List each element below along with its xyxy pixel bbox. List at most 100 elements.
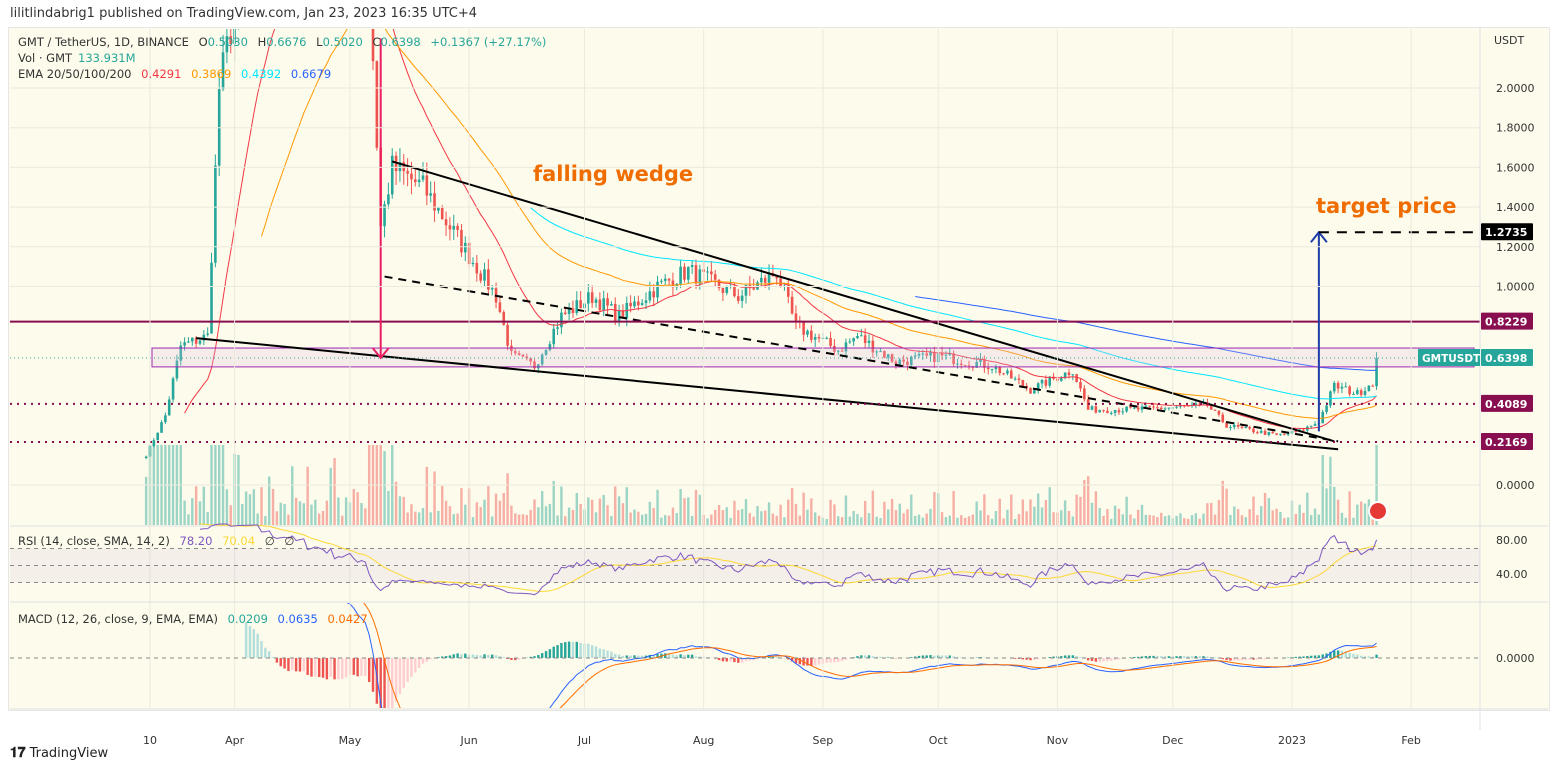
volume-bar <box>514 513 517 525</box>
volume-bar <box>1175 515 1178 525</box>
macd-histogram-bar <box>598 648 602 658</box>
candle-body <box>202 334 206 341</box>
volume-bar <box>975 501 978 525</box>
volume-bar <box>333 458 336 525</box>
us-flag-icon <box>1368 501 1388 521</box>
wedge-upper-line <box>391 160 1335 443</box>
candle-body <box>1286 433 1290 435</box>
macd-histogram-bar <box>398 658 402 695</box>
candle-body <box>663 278 667 281</box>
volume-bar <box>302 503 305 525</box>
volume-bar <box>1152 515 1155 525</box>
macd-histogram-bar <box>498 656 502 658</box>
macd-histogram-bar <box>275 658 279 663</box>
macd-histogram-bar <box>1052 656 1055 658</box>
candle-body <box>390 155 394 195</box>
volume-bar <box>417 512 421 525</box>
volume-bar <box>556 515 559 525</box>
macd-histogram-bar <box>1136 656 1140 658</box>
volume-bar <box>1371 517 1374 525</box>
volume-bar <box>737 510 740 525</box>
candle-body <box>744 284 748 296</box>
candle-body <box>879 351 882 353</box>
chart-frame[interactable] <box>8 27 1550 711</box>
macd-histogram-bar <box>671 654 675 658</box>
volume-bar <box>1340 512 1344 525</box>
macd-histogram-bar <box>517 658 521 660</box>
macd-label: MACD (12, 26, close, 9, EMA, EMA) <box>18 612 218 626</box>
candle-body <box>698 269 702 284</box>
x-tick-label: Feb <box>1401 734 1420 747</box>
macd-histogram-bar <box>1325 653 1328 658</box>
volume-bar <box>198 501 202 525</box>
macd-histogram-bar <box>1102 658 1105 662</box>
macd-histogram-bar <box>437 657 440 658</box>
candle-body <box>867 340 871 344</box>
macd-histogram-bar <box>1317 655 1321 658</box>
volume-bar <box>698 494 702 525</box>
macd-histogram-bar <box>875 656 878 658</box>
macd-histogram-bar <box>360 658 363 676</box>
macd-histogram-bar <box>1186 656 1190 658</box>
volume-bar <box>1148 515 1151 525</box>
candle-body <box>1029 388 1032 394</box>
macd-histogram-bar <box>1260 658 1263 660</box>
volume-bar <box>1021 499 1025 525</box>
y-tick-label: 1.0000 <box>1496 281 1535 294</box>
ema-legend: EMA 20/50/100/200 0.4291 0.3869 0.4392 0… <box>18 67 337 81</box>
macd-histogram-bar <box>429 658 432 660</box>
y-tick-label: 1.4000 <box>1496 201 1535 214</box>
candle-body <box>225 36 229 53</box>
candle-body <box>875 351 879 353</box>
volume-bar <box>540 491 544 525</box>
volume-bar <box>594 512 598 525</box>
candle-body <box>1282 433 1286 435</box>
volume-bar <box>837 516 840 525</box>
candle-body <box>533 361 536 369</box>
price-unit-label: USDT <box>1494 34 1525 47</box>
macd-histogram-bar <box>752 658 755 661</box>
volume-bar <box>1179 513 1182 525</box>
macd-histogram-bar <box>929 655 932 658</box>
macd-histogram-bar <box>464 653 467 658</box>
volume-bar <box>887 509 890 525</box>
volume-value: 133.931M <box>78 51 136 65</box>
candle-body <box>1198 403 1201 405</box>
candle-body <box>713 274 717 280</box>
tradingview-logo[interactable]: 𝟏𝟕 TradingView <box>10 745 108 761</box>
macd-pane <box>244 603 1378 708</box>
volume-bar <box>352 488 355 525</box>
candle-body <box>579 300 582 309</box>
candle-body <box>183 342 186 346</box>
volume-bar <box>867 513 871 525</box>
macd-histogram-bar <box>337 658 340 680</box>
candle-body <box>810 330 813 340</box>
macd-histogram-bar <box>829 658 832 663</box>
candle-body <box>187 341 190 343</box>
candle-body <box>529 358 532 362</box>
candle-body <box>621 310 625 319</box>
candle-body <box>402 162 406 172</box>
volume-bar <box>764 510 767 525</box>
close-label: C <box>372 35 381 49</box>
candle-body <box>694 265 698 284</box>
candle-body <box>548 344 552 350</box>
volume-bar <box>1083 480 1086 525</box>
candle-body <box>1098 410 1102 413</box>
macd-histogram-bar <box>1086 658 1090 661</box>
candle-body <box>1348 386 1351 395</box>
macd-histogram-bar <box>775 656 778 658</box>
rsi-label: RSI (14, close, SMA, 14, 2) <box>18 534 170 548</box>
volume-bar <box>1006 509 1009 525</box>
volume-bar <box>714 509 717 525</box>
volume-bar <box>1086 476 1090 525</box>
macd-histogram-bar <box>575 641 578 658</box>
macd-legend: MACD (12, 26, close, 9, EMA, EMA) 0.0209… <box>18 612 374 626</box>
macd-histogram-bar <box>594 646 598 658</box>
macd-histogram-bar <box>960 657 963 658</box>
volume-bar <box>625 487 628 525</box>
macd-histogram-bar <box>767 657 771 658</box>
candle-body <box>221 52 225 90</box>
volume-bar <box>721 510 725 525</box>
